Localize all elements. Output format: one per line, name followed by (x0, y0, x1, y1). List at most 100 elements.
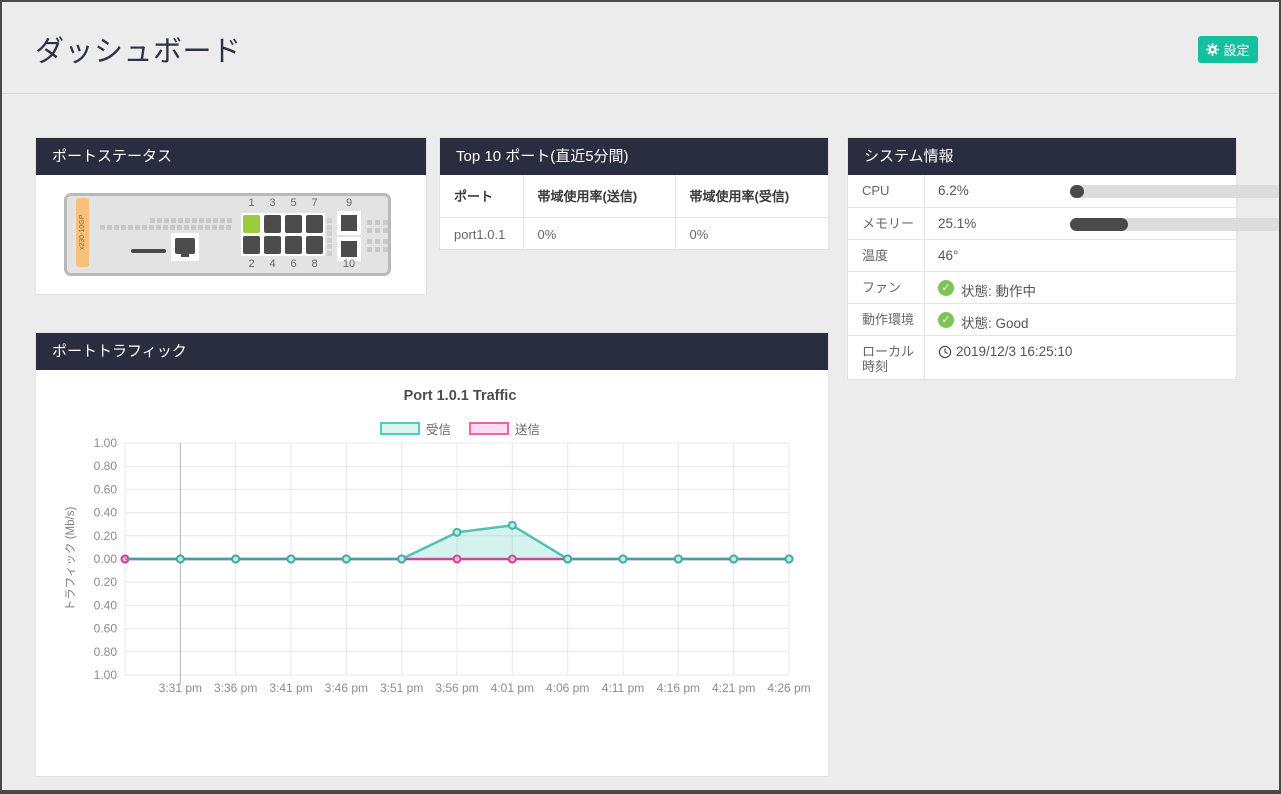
svg-text:0.60: 0.60 (94, 482, 118, 496)
check-icon: ✓ (938, 312, 954, 328)
port-status-panel-title: ポートステータス (36, 138, 426, 175)
led-indicator (327, 225, 332, 230)
system-info-panel-title: システム情報 (848, 138, 1236, 175)
svg-text:0.60: 0.60 (94, 622, 118, 636)
page-title: ダッシュボード (35, 28, 242, 70)
led-indicator (107, 225, 112, 230)
led-indicator (121, 225, 126, 230)
port-7[interactable] (306, 215, 323, 233)
svg-text:4:21 pm: 4:21 pm (712, 681, 755, 695)
cell-tx-usage: 0% (523, 217, 675, 251)
svg-text:3:31 pm: 3:31 pm (159, 681, 202, 695)
led-indicator (171, 218, 176, 223)
ports-block (241, 213, 325, 256)
temperature-label: 温度 (848, 240, 925, 271)
port-status-panel: ポートステータス x230-10GP 1357 2468 9 10 (35, 137, 427, 295)
fan-row: ファン ✓ 状態: 動作中 (848, 272, 1236, 304)
port-10[interactable] (341, 241, 357, 257)
port-number-label: 2 (243, 258, 260, 270)
system-info-rows: CPU 6.2% メモリー 25.1% 温度 46° ファン (848, 175, 1236, 381)
svg-text:0.00: 0.00 (94, 552, 118, 566)
titlebar-divider (2, 93, 1279, 94)
temperature-row: 温度 46° (848, 240, 1236, 272)
check-icon: ✓ (938, 280, 954, 296)
led-indicator (114, 225, 119, 230)
port-3[interactable] (264, 215, 281, 233)
led-indicator (327, 218, 332, 223)
system-info-panel: システム情報 CPU 6.2% メモリー 25.1% 温度 46° (847, 137, 1237, 380)
led-indicator (135, 225, 140, 230)
column-header-rx: 帯域使用率(受信) (675, 175, 830, 217)
port-number-label: 1 (243, 197, 260, 209)
console-port-pad (171, 233, 199, 261)
svg-text:0.80: 0.80 (94, 645, 118, 659)
traffic-chart: 1.000.800.600.400.200.000.200.400.600.80… (36, 370, 830, 778)
port-9[interactable] (341, 215, 357, 231)
led-indicator (367, 239, 372, 244)
cell-rx-usage: 0% (675, 217, 830, 251)
port-traffic-panel-title: ポートトラフィック (36, 333, 828, 370)
gear-icon (1206, 43, 1219, 56)
led-indicator (220, 218, 225, 223)
table-row: port1.0.1 0% 0% (440, 217, 830, 251)
column-header-tx: 帯域使用率(送信) (523, 175, 675, 217)
sfp-pad-9 (337, 211, 361, 235)
led-indicator (375, 228, 380, 233)
port-4[interactable] (264, 236, 281, 254)
led-indicator (156, 225, 161, 230)
cpu-progressbar (1070, 185, 1281, 198)
led-indicator (170, 225, 175, 230)
led-indicator (367, 247, 372, 252)
top-ports-panel: Top 10 ポート(直近5分間) ポート 帯域使用率(送信) 帯域使用率(受信… (439, 137, 829, 250)
led-indicator (367, 220, 372, 225)
led-indicator (192, 218, 197, 223)
svg-text:トラフィック (Mb/s): トラフィック (Mb/s) (64, 507, 77, 612)
svg-text:4:01 pm: 4:01 pm (491, 681, 534, 695)
settings-button[interactable]: 設定 (1198, 36, 1258, 63)
led-indicator (128, 225, 133, 230)
svg-text:3:46 pm: 3:46 pm (325, 681, 368, 695)
svg-text:3:51 pm: 3:51 pm (380, 681, 423, 695)
sd-card-slot (131, 249, 166, 253)
fan-label: ファン (848, 272, 925, 303)
led-indicator (327, 231, 332, 236)
led-indicator (383, 247, 388, 252)
svg-text:0.40: 0.40 (94, 598, 118, 612)
svg-text:4:26 pm: 4:26 pm (767, 681, 810, 695)
svg-text:4:06 pm: 4:06 pm (546, 681, 589, 695)
led-indicator (191, 225, 196, 230)
led-indicator (213, 218, 218, 223)
environment-label: 動作環境 (848, 304, 925, 335)
svg-text:3:41 pm: 3:41 pm (269, 681, 312, 695)
port-1[interactable] (243, 215, 260, 233)
led-indicator (383, 228, 388, 233)
led-indicator (212, 225, 217, 230)
memory-label: メモリー (848, 208, 925, 239)
led-indicator (185, 218, 190, 223)
led-indicator (227, 218, 232, 223)
svg-text:1.00: 1.00 (94, 436, 118, 450)
led-indicator (163, 225, 168, 230)
fan-status: 状態: 動作中 (961, 280, 1036, 300)
led-indicator (383, 239, 388, 244)
local-time-value: 2019/12/3 16:25:10 (956, 344, 1072, 359)
svg-text:4:16 pm: 4:16 pm (657, 681, 700, 695)
dashboard-page: ダッシュボード 設定 ポートステータス x230-10GP (0, 0, 1281, 794)
led-indicator (199, 218, 204, 223)
settings-button-label: 設定 (1223, 40, 1249, 59)
led-indicator (375, 239, 380, 244)
svg-text:3:36 pm: 3:36 pm (214, 681, 257, 695)
port-8[interactable] (306, 236, 323, 254)
top-ports-table: ポート 帯域使用率(送信) 帯域使用率(受信) port1.0.1 0% 0% (440, 175, 830, 251)
led-indicator (327, 244, 332, 249)
led-indicator (206, 218, 211, 223)
port-5[interactable] (285, 215, 302, 233)
top-ports-panel-title: Top 10 ポート(直近5分間) (440, 138, 828, 175)
led-indicator (177, 225, 182, 230)
port-number-label: 7 (306, 197, 323, 209)
port-6[interactable] (285, 236, 302, 254)
port-traffic-panel: ポートトラフィック Port 1.0.1 Traffic 受信 送信 1.000… (35, 332, 829, 777)
cpu-label: CPU (848, 175, 925, 207)
svg-text:1.00: 1.00 (94, 668, 118, 682)
port-2[interactable] (243, 236, 260, 254)
